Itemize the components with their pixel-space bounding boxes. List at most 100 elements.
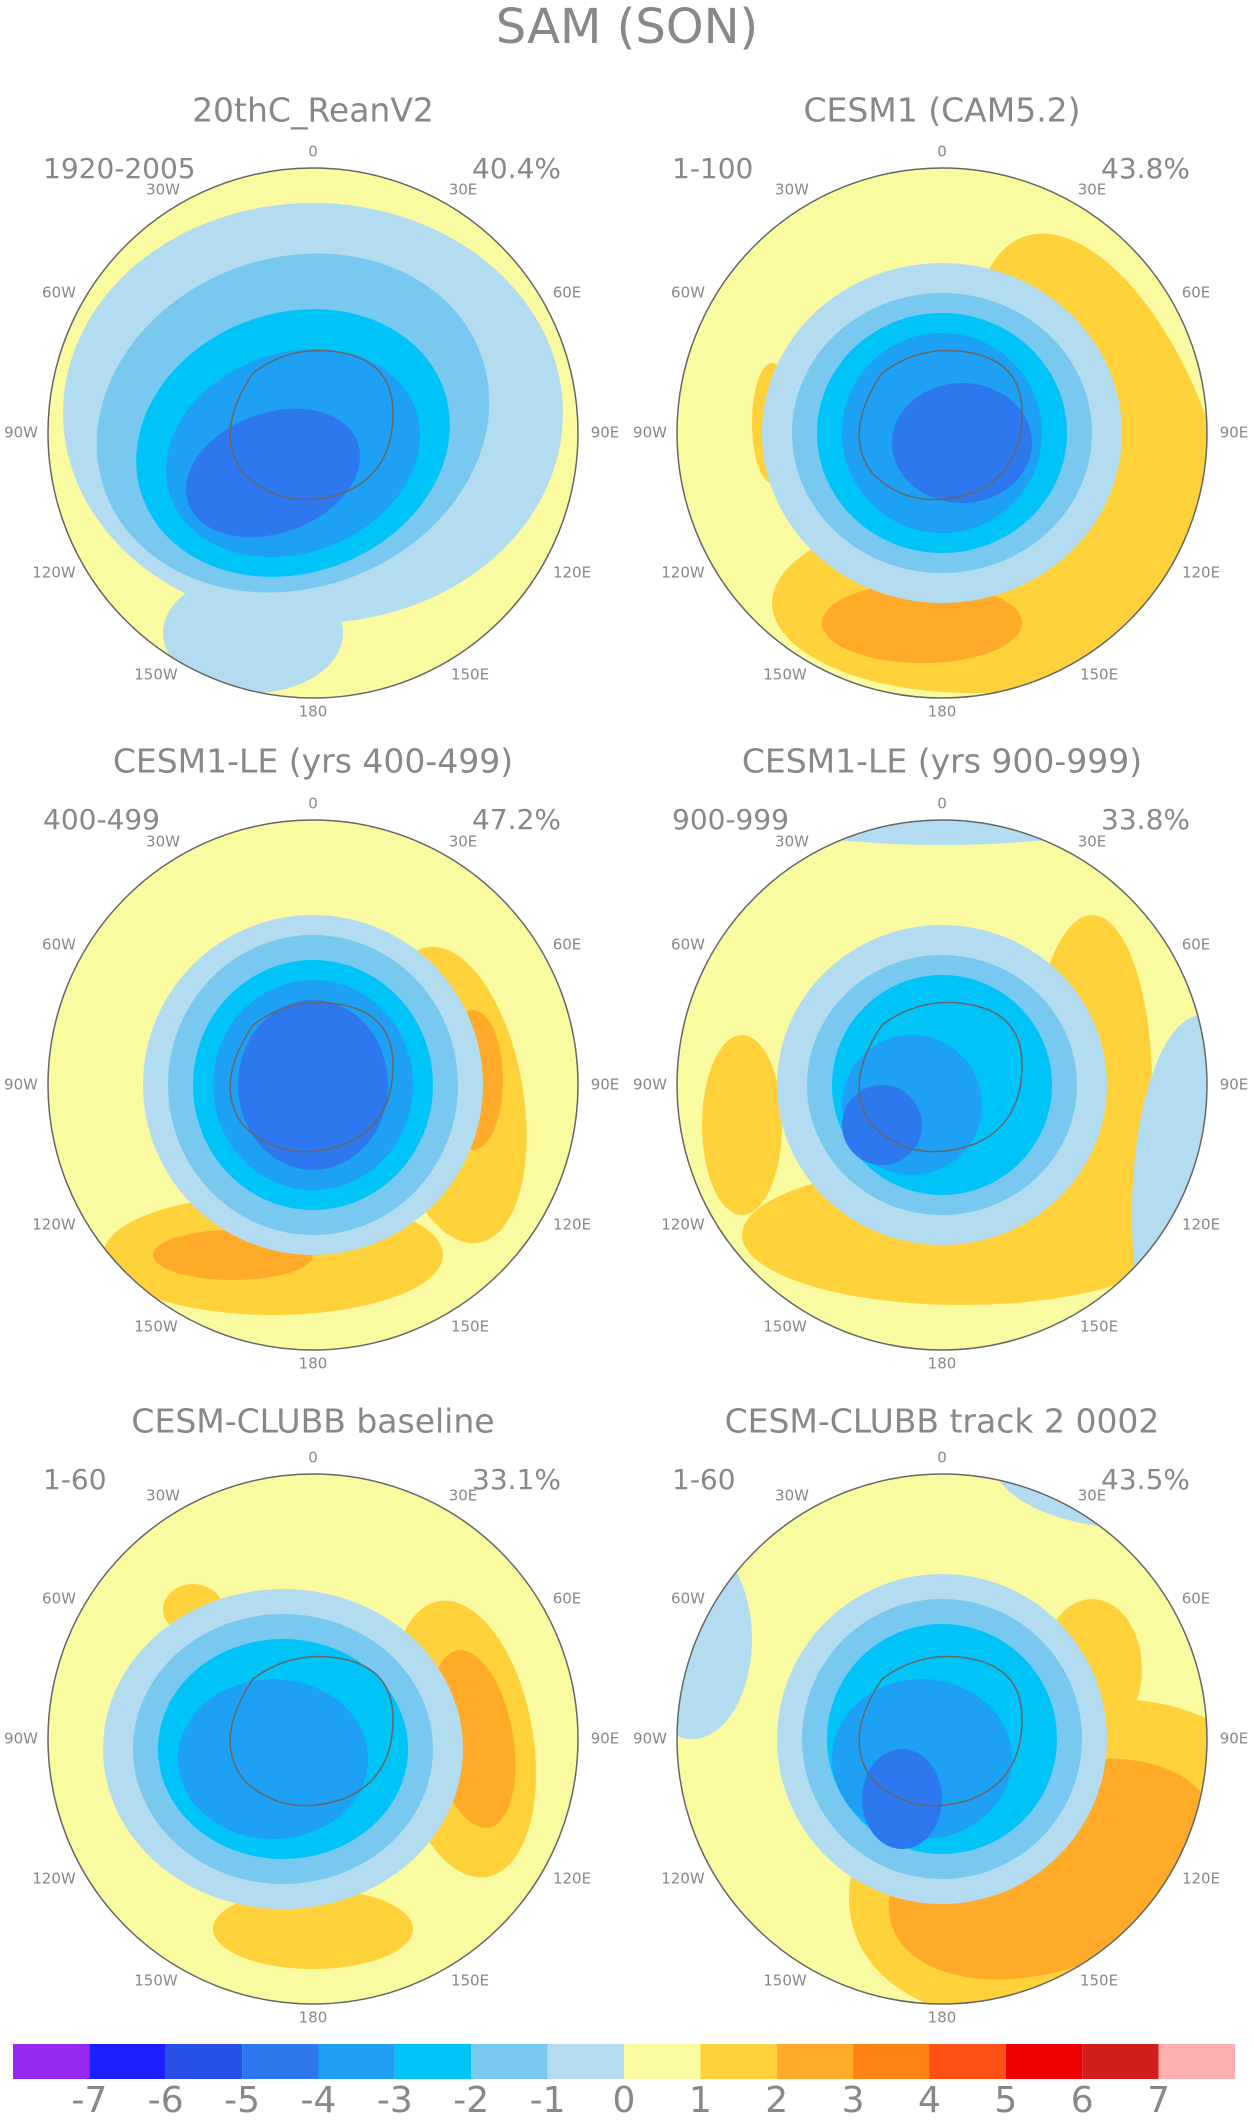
longitude-label: 180 [928, 1355, 957, 1373]
colorbar-tick-label: -4 [301, 2080, 337, 2121]
colorbar-tick-label: 0 [613, 2080, 636, 2121]
panel-period: 1-100 [672, 152, 753, 185]
longitude-label: 90E [1220, 1076, 1249, 1094]
longitude-label: 60E [1182, 284, 1211, 302]
panel: CESM1-LE (yrs 400-499) 400-499 47.2% 0 30E 60… [4, 742, 619, 1373]
longitude-label: 150E [1080, 666, 1118, 684]
panel-period: 900-999 [672, 803, 789, 836]
colorbar-box [776, 2044, 854, 2079]
longitude-label: 0 [937, 143, 947, 161]
longitude-label: 0 [308, 795, 318, 813]
longitude-label: 60W [671, 1590, 705, 1608]
longitude-label: 30W [146, 181, 180, 199]
contour-region [842, 1085, 922, 1165]
longitude-label: 60E [553, 1590, 582, 1608]
colorbar-box [1158, 2044, 1235, 2079]
longitude-label: 180 [299, 1355, 328, 1373]
colorbar-box [242, 2044, 319, 2079]
antarctica-coast [229, 1001, 394, 1153]
longitude-label: 180 [928, 703, 957, 721]
longitude-label: 180 [299, 703, 328, 721]
longitude-label: 120E [1182, 1870, 1220, 1888]
longitude-label: 90E [591, 424, 620, 442]
longitude-label: 150E [1080, 1972, 1118, 1990]
longitude-label: 150W [134, 666, 178, 684]
colorbar-box [1005, 2044, 1083, 2079]
panel-period: 1920-2005 [43, 152, 196, 185]
panel: 20thC_ReanV2 1920-2005 40.4% 0 30E 60E 90E 120E… [0, 91, 620, 721]
colorbar-box [471, 2044, 548, 2079]
longitude-label: 90W [4, 1076, 38, 1094]
contour-region [178, 1679, 368, 1839]
contour-region [213, 1889, 413, 1969]
longitude-label: 120E [1182, 564, 1220, 582]
longitude-label: 120W [661, 564, 705, 582]
longitude-label: 150E [451, 1972, 489, 1990]
panel-variance: 43.8% [1101, 152, 1190, 185]
longitude-label: 30W [146, 833, 180, 851]
longitude-label: 90W [633, 1730, 667, 1748]
colorbar-tick-label: 3 [842, 2080, 865, 2121]
panel-title: CESM1 (CAM5.2) [803, 91, 1080, 130]
antarctica-coast [858, 1655, 1023, 1807]
longitude-label: 120E [553, 1870, 591, 1888]
longitude-label: 180 [299, 2009, 328, 2027]
longitude-label: 90E [1220, 424, 1249, 442]
map [48, 820, 578, 1350]
panel-variance: 47.2% [472, 803, 561, 836]
contour-region [0, 313, 43, 353]
longitude-label: 90W [4, 424, 38, 442]
longitude-label: 30E [1078, 1487, 1107, 1505]
map-border [676, 1473, 1208, 2005]
longitude-label: 150E [451, 1318, 489, 1336]
longitude-label: 30E [1078, 833, 1107, 851]
contour-region [163, 573, 343, 693]
longitude-label: 30E [449, 1487, 478, 1505]
longitude-label: 120E [553, 564, 591, 582]
panel-variance: 33.8% [1101, 803, 1190, 836]
colorbar-tick-label: -6 [148, 2080, 184, 2121]
colorbar-tick-label: -1 [530, 2080, 566, 2121]
colorbar-box [394, 2044, 472, 2079]
longitude-label: 60W [42, 284, 76, 302]
colorbar-tick-label: -2 [453, 2080, 489, 2121]
colorbar-tick-label: -5 [224, 2080, 260, 2121]
antarctica-coast [229, 1655, 394, 1807]
colorbar-tick-label: 5 [994, 2080, 1017, 2121]
panel-variance: 33.1% [472, 1463, 561, 1496]
map-border [47, 167, 579, 699]
longitude-label: 0 [937, 1449, 947, 1467]
longitude-label: 90W [4, 1730, 38, 1748]
map [48, 1474, 578, 2004]
panel-title: CESM-CLUBB track 2 0002 [725, 1402, 1160, 1441]
colorbar-box [700, 2044, 777, 2079]
longitude-label: 90W [633, 424, 667, 442]
map-border [47, 1473, 579, 2005]
longitude-label: 150W [763, 1318, 807, 1336]
contour-region [892, 383, 1032, 503]
panel-period: 1-60 [43, 1463, 107, 1496]
colorbar-box [165, 2044, 243, 2079]
colorbar-box [1082, 2044, 1159, 2079]
colorbar-tick-label: -3 [377, 2080, 413, 2121]
longitude-label: 150W [763, 666, 807, 684]
longitude-label: 30W [146, 1487, 180, 1505]
panel: CESM-CLUBB track 2 0002 1-60 43.5% 0 30E 60E 9… [633, 1402, 1248, 2027]
antarctica-coast [858, 349, 1023, 501]
longitude-label: 180 [928, 2009, 957, 2027]
panel-period: 400-499 [43, 803, 160, 836]
longitude-label: 60W [671, 284, 705, 302]
panel-title: 20thC_ReanV2 [192, 91, 434, 130]
longitude-label: 60W [42, 1590, 76, 1608]
longitude-label: 30W [775, 833, 809, 851]
panel-period: 1-60 [672, 1463, 736, 1496]
longitude-label: 0 [308, 1449, 318, 1467]
longitude-label: 30W [775, 1487, 809, 1505]
colorbar-box [547, 2044, 624, 2079]
contour-region [702, 1035, 782, 1215]
colorbar-tick-label: 1 [689, 2080, 712, 2121]
longitude-label: 30E [449, 181, 478, 199]
longitude-label: 60W [671, 936, 705, 954]
longitude-label: 30E [1078, 181, 1107, 199]
